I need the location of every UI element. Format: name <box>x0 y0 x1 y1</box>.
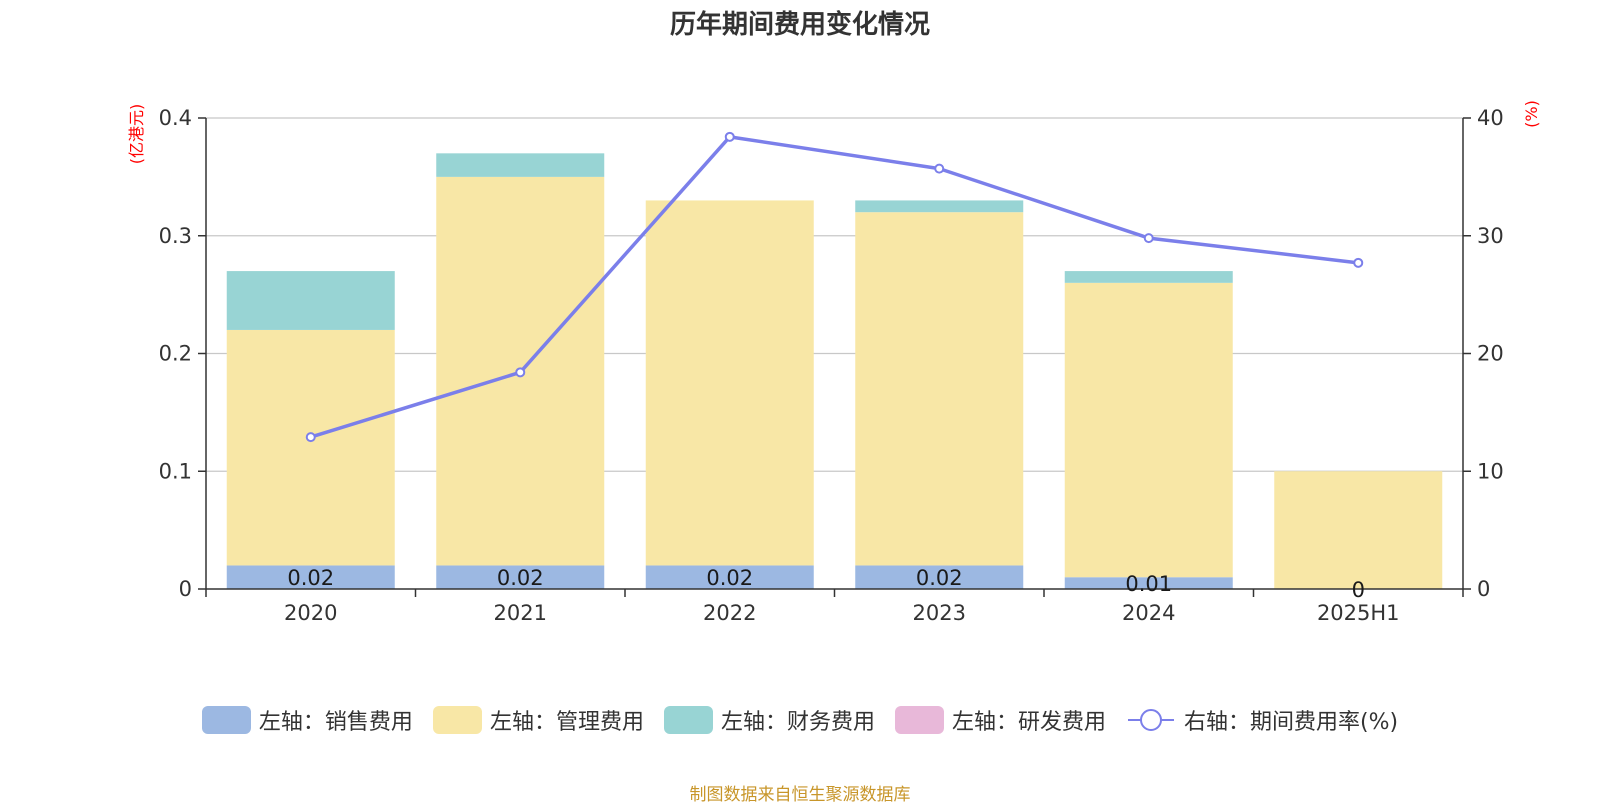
rate-line-series <box>305 131 1364 443</box>
bar-finance <box>226 271 395 330</box>
bar-sales <box>1064 577 1233 589</box>
legend-line-marker-icon <box>1127 709 1174 731</box>
rate-point <box>1143 233 1154 244</box>
bar-sales <box>436 565 605 589</box>
chart-area: 0 0.1 0.2 0.3 0.4 0 10 20 30 40 2020 2021 2022 2023 20… <box>127 100 1541 625</box>
x-tick-label: 2020 <box>284 601 337 625</box>
legend-label-rnd: 左轴：研发费用 <box>951 710 1106 735</box>
bar-admin <box>1064 282 1233 578</box>
source-note: 制图数据来自恒生聚源数据库 <box>689 785 911 805</box>
left-tick-label: 0.1 <box>159 459 192 483</box>
data-label-sales: 0.02 <box>916 566 963 590</box>
x-tick-label: 2021 <box>494 601 547 625</box>
bar-admin <box>645 200 814 566</box>
data-label-sales: 0 <box>1352 578 1365 602</box>
right-tick-label: 20 <box>1477 342 1504 366</box>
bar-finance <box>1064 271 1233 283</box>
legend-item-sales[interactable]: 左轴：销售费用 <box>201 704 413 736</box>
bar-admin <box>855 212 1024 566</box>
right-tick-label: 10 <box>1477 459 1504 483</box>
legend-item-rnd[interactable]: 左轴：研发费用 <box>894 704 1106 736</box>
rate-point <box>724 131 735 142</box>
data-label-sales: 0.02 <box>287 566 334 590</box>
legend-swatch-sales <box>201 706 251 734</box>
rate-point <box>1353 257 1364 268</box>
bar-admin <box>226 329 395 566</box>
chart-title: 历年期间费用变化情况 <box>669 10 930 40</box>
left-axis-unit: (亿港元) <box>127 104 146 165</box>
data-label-sales: 0.02 <box>497 566 544 590</box>
grid-lines <box>206 117 1463 472</box>
right-tick-label: 30 <box>1477 224 1504 248</box>
left-tick-label: 0.3 <box>159 224 192 248</box>
x-tick-label: 2024 <box>1122 601 1175 625</box>
left-tick-label: 0.2 <box>159 342 192 366</box>
data-label-sales: 0.02 <box>706 566 753 590</box>
legend-swatch-finance <box>663 706 713 734</box>
axes: 0 0.1 0.2 0.3 0.4 0 10 20 30 40 2020 2021 2022 2023 20… <box>159 106 1504 625</box>
legend-label-admin: 左轴：管理费用 <box>489 710 644 735</box>
right-tick-label: 0 <box>1477 577 1490 601</box>
legend-item-rate[interactable]: 右轴：期间费用率(%) <box>1126 704 1398 736</box>
legend-swatch-admin <box>432 706 482 734</box>
rate-point <box>305 432 316 443</box>
legend-item-finance[interactable]: 左轴：财务费用 <box>663 704 875 736</box>
legend-item-admin[interactable]: 左轴：管理费用 <box>432 704 644 736</box>
legend: 左轴：销售费用 左轴：管理费用 左轴：财务费用 左轴：研发费用 右轴：期间费用率… <box>0 704 1600 736</box>
left-tick-label: 0 <box>179 577 192 601</box>
legend-label-finance: 左轴：财务费用 <box>720 710 875 735</box>
rate-line <box>310 135 1359 439</box>
right-axis-unit: (%) <box>1522 100 1541 128</box>
legend-label-sales: 左轴：销售费用 <box>258 710 413 735</box>
bar-finance <box>436 153 605 177</box>
x-tick-label: 2025H1 <box>1317 601 1400 625</box>
rate-point <box>934 163 945 174</box>
left-tick-label: 0.4 <box>159 106 192 130</box>
right-tick-label: 40 <box>1477 106 1504 130</box>
x-tick-label: 2022 <box>703 601 756 625</box>
legend-label-rate: 右轴：期间费用率(%) <box>1183 710 1399 735</box>
legend-swatch-rnd <box>894 706 944 734</box>
data-label-sales: 0.01 <box>1125 572 1172 596</box>
bar-admin <box>1274 471 1443 589</box>
bar-sales <box>226 565 395 589</box>
bar-finance <box>855 200 1024 213</box>
data-labels: 0.02 0.02 0.02 0.02 0.01 0 <box>287 566 1365 602</box>
bar-series <box>226 153 1443 589</box>
x-tick-label: 2023 <box>913 601 966 625</box>
bar-sales <box>645 565 814 589</box>
rate-point <box>515 367 526 378</box>
bar-sales <box>855 565 1024 589</box>
